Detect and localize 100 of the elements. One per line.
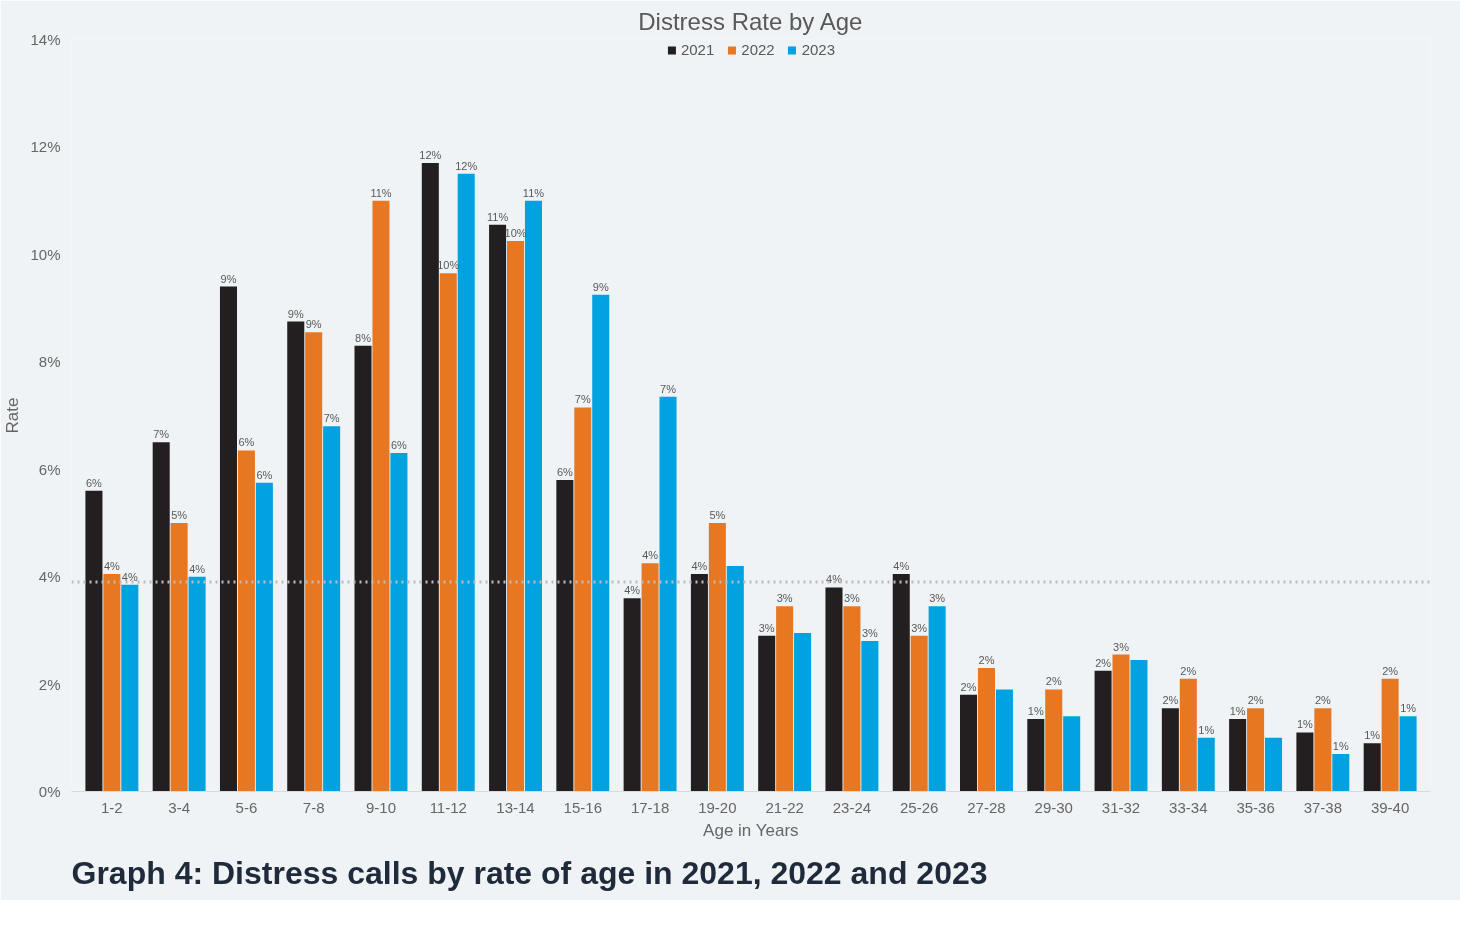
data-label: 11% [522,186,545,199]
data-label: 1% [1364,729,1381,742]
bar [659,396,677,792]
chart-title: Distress Rate by Age [638,7,863,35]
bar [977,667,995,792]
data-label: 1% [1229,704,1246,717]
bar [1112,654,1130,792]
x-tick-label: 35-36 [1236,798,1275,816]
bar [1399,716,1417,792]
bar [928,606,946,792]
data-label: 4% [189,562,206,575]
data-label: 6% [85,476,103,489]
data-label: 8% [355,331,372,344]
legend-label: 2023 [801,41,836,58]
bar [960,694,978,792]
data-label: 6% [256,468,273,481]
x-tick-label: 11-12 [429,798,467,816]
data-label: 6% [238,436,255,449]
bar [1247,708,1265,792]
bar [1314,708,1332,792]
bar [524,200,542,792]
bar [843,606,861,792]
data-label: 2% [1314,694,1332,707]
data-label: 9% [592,280,609,293]
bar [287,321,305,792]
x-tick-label: 13-14 [496,798,535,816]
bar [507,240,525,792]
y-axis-title: Rate [3,397,23,434]
data-label: 7% [660,382,677,395]
data-label: 12% [455,159,478,172]
x-tick-label: 39-40 [1370,798,1410,816]
data-label: 11% [486,210,509,223]
bar [85,490,103,792]
data-label: 2% [1045,675,1062,688]
data-label: 1% [1400,702,1417,715]
y-tick-label: 2% [38,675,61,693]
y-tick-label: 4% [38,568,61,586]
data-label: 1% [1027,704,1044,717]
data-label: 9% [287,307,304,320]
bar [255,482,273,792]
bar [439,273,457,792]
x-tick-label: 25-26 [900,798,939,816]
bar [1179,678,1197,792]
bar [1229,718,1247,792]
bar [623,598,641,792]
legend-label: 2021 [680,41,715,58]
bar [121,584,139,792]
bar [1063,716,1081,792]
data-label: 3% [758,621,775,634]
bar [152,442,170,792]
bar [1130,659,1148,792]
x-tick-label: 19-20 [698,798,737,816]
x-axis-title: Age in Years [703,820,799,840]
data-label: 2% [1180,664,1197,677]
x-tick-label: 15-16 [563,798,602,816]
data-label: 4% [121,570,138,583]
bar [372,200,390,792]
x-tick-label: 21-22 [765,798,804,816]
data-label: 2% [1247,694,1264,707]
data-label: 3% [929,592,946,605]
data-label: 11% [370,186,392,199]
bar [776,606,794,792]
x-tick-label: 33-34 [1169,798,1208,816]
data-label: 4% [103,559,121,572]
bar [390,453,408,792]
data-label: 6% [390,439,408,452]
bar [103,573,121,792]
bar [1027,718,1045,792]
data-label: 5% [171,508,188,521]
data-label: 5% [709,508,726,521]
data-label: 3% [911,621,928,634]
x-tick-label: 9-10 [365,798,396,816]
y-tick-label: 0% [38,783,61,800]
data-label: 7% [153,428,170,441]
data-label: 1% [1296,718,1314,731]
data-label: 7% [574,393,591,406]
data-label: 1% [1332,739,1349,752]
bar [592,294,610,792]
data-label: 4% [624,584,641,597]
x-tick-label: 7-8 [302,798,325,816]
bar [170,522,188,792]
x-tick-label: 17-18 [630,798,670,816]
x-tick-label: 5-6 [235,798,258,816]
bar [556,479,574,792]
data-label: 4% [893,559,910,572]
y-tick-label: 12% [30,138,61,156]
data-label: 2% [978,653,995,666]
data-label: 4% [691,559,708,572]
bar [825,587,843,792]
bar [1363,743,1381,792]
bar [421,163,439,792]
data-label: 9% [305,318,322,331]
bar [323,426,341,792]
y-tick-label: 6% [38,460,61,478]
bar [861,641,879,792]
bar [1197,737,1215,792]
x-tick-label: 3-4 [168,798,190,816]
bar [1045,689,1063,792]
bar [1296,732,1314,792]
bar [354,345,372,792]
